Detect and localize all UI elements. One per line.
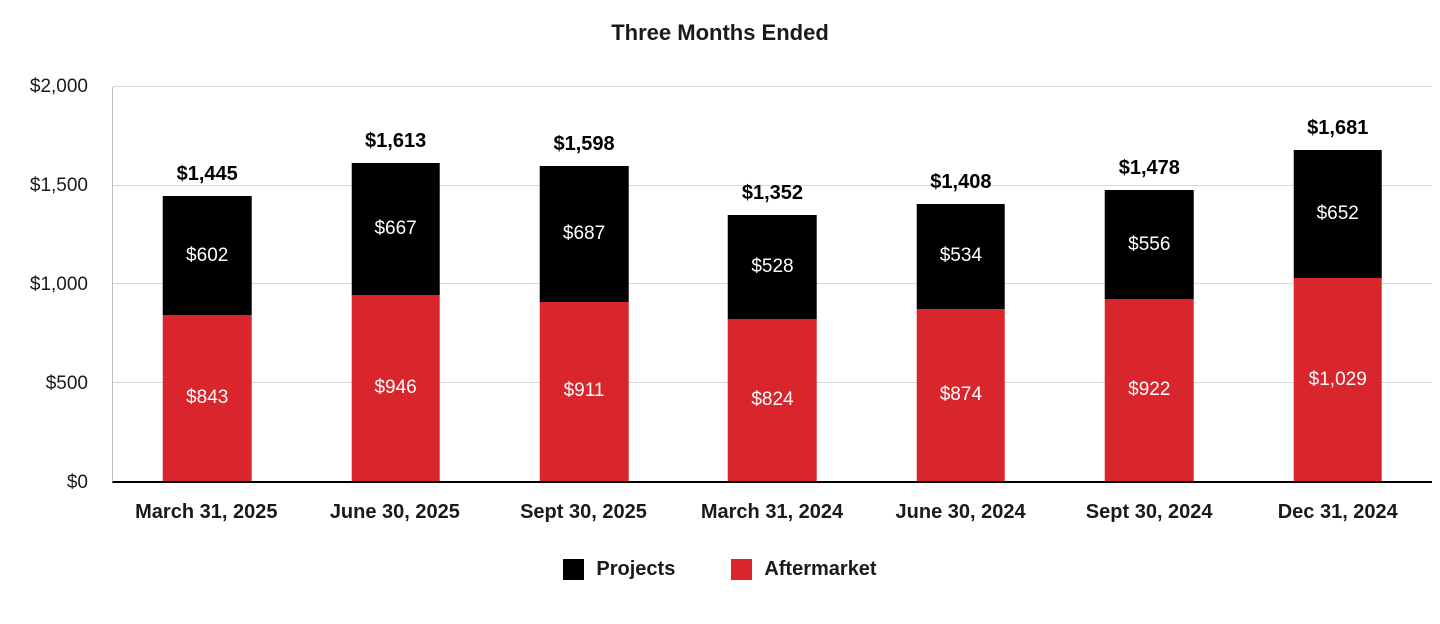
segment-label-projects: $667: [374, 217, 417, 239]
stacked-bar: $534 $874: [916, 203, 1006, 481]
segment-label-aftermarket: $874: [939, 383, 983, 405]
x-axis-category-label: Dec 31, 2024: [1277, 501, 1398, 523]
segment-label-aftermarket: $843: [186, 386, 229, 408]
bar-segment-projects: $528: [728, 214, 817, 319]
y-axis: $0 $500 $1,000 $1,500 $2,000: [0, 76, 100, 493]
bar-group: $528 $824 $1,352: [678, 87, 866, 481]
x-axis-category-label: Sept 30, 2024: [1085, 501, 1213, 523]
bar-segment-projects: $667: [351, 163, 440, 295]
y-axis-tick-label: $1,000: [29, 274, 88, 295]
x-axis-category-label: March 31, 2025: [135, 501, 278, 523]
bar-segment-projects: $687: [539, 166, 629, 302]
bar-total-label: $1,681: [1307, 116, 1369, 139]
bar-total-label: $1,598: [553, 133, 615, 156]
bar-segment-projects: $602: [162, 196, 252, 315]
bar-segment-projects: $652: [1293, 149, 1383, 279]
x-axis-labels: March 31, 2025 June 30, 2025 Sept 30, 2025…: [112, 501, 1432, 529]
segment-label-aftermarket: $946: [374, 376, 417, 398]
segment-label-projects: $602: [186, 244, 229, 266]
stacked-bar: $528 $824: [728, 214, 817, 481]
bar-group: $667 $946 $1,613: [301, 87, 489, 481]
segment-label-aftermarket: $911: [563, 380, 605, 402]
legend-item-aftermarket: Aftermarket: [731, 558, 877, 581]
x-axis-category-label: June 30, 2024: [895, 501, 1026, 523]
plot-area: $602 $843 $1,445 $667 $946 $1,613 $687 $911 $1,5…: [112, 86, 1432, 483]
bar-group: $556 $922 $1,478: [1055, 87, 1243, 481]
legend-swatch-aftermarket: [731, 559, 753, 580]
bar-segment-projects: $556: [1105, 189, 1194, 300]
y-axis-tick-label: $2,000: [29, 76, 88, 97]
legend-item-projects: Projects: [563, 558, 675, 581]
bar-total-label: $1,408: [930, 170, 992, 193]
x-axis-category-label: March 31, 2024: [700, 501, 844, 523]
segment-label-projects: $652: [1316, 203, 1359, 225]
segment-label-projects: $528: [751, 255, 794, 277]
stacked-bar: $687 $911: [539, 166, 629, 481]
bar-segment-aftermarket: $1,029: [1293, 278, 1383, 481]
legend-label-aftermarket: Aftermarket: [764, 558, 877, 580]
bar-group: $652 $1,029 $1,681: [1244, 87, 1432, 481]
bar-total-label: $1,478: [1118, 156, 1180, 179]
bar-segment-aftermarket: $946: [351, 294, 440, 481]
gridline: [113, 184, 1432, 186]
stacked-bar: $602 $843: [162, 196, 252, 481]
x-axis-category-label: June 30, 2025: [329, 501, 460, 523]
x-axis-category-label: Sept 30, 2025: [520, 501, 647, 523]
chart-title: Three Months Ended: [611, 20, 829, 45]
y-axis-tick-label: $1,500: [29, 175, 88, 196]
bar-segment-projects: $534: [916, 203, 1006, 309]
legend: Projects Aftermarket: [0, 558, 1440, 581]
segment-label-aftermarket: $922: [1128, 379, 1171, 401]
bar-total-label: $1,613: [365, 130, 427, 153]
stacked-bar: $667 $946: [351, 163, 440, 481]
bar-segment-aftermarket: $843: [162, 314, 252, 481]
bar-segment-aftermarket: $911: [539, 301, 629, 481]
segment-label-projects: $534: [939, 245, 983, 267]
bar-segment-aftermarket: $874: [916, 308, 1006, 481]
segment-label-aftermarket: $1,029: [1308, 368, 1367, 390]
bar-segment-aftermarket: $922: [1105, 299, 1194, 481]
bar-group: $602 $843 $1,445: [113, 87, 301, 481]
bar-group: $534 $874 $1,408: [867, 87, 1055, 481]
bar-group: $687 $911 $1,598: [490, 87, 678, 481]
legend-swatch-projects: [563, 559, 585, 580]
bar-total-label: $1,445: [176, 163, 238, 186]
stacked-bar: $556 $922: [1105, 189, 1194, 481]
bar-segment-aftermarket: $824: [728, 318, 817, 481]
legend-label-projects: Projects: [596, 558, 676, 580]
gridline: [113, 86, 1432, 87]
y-axis-tick-label: $0: [66, 472, 88, 493]
stacked-bar: $652 $1,029: [1293, 149, 1383, 481]
segment-label-aftermarket: $824: [751, 388, 794, 410]
segment-label-projects: $556: [1128, 233, 1171, 255]
segment-label-projects: $687: [562, 222, 606, 244]
y-axis-tick-label: $500: [45, 373, 88, 394]
bars-row: $602 $843 $1,445 $667 $946 $1,613 $687 $911 $1,5…: [113, 87, 1432, 481]
bar-total-label: $1,352: [741, 181, 804, 204]
